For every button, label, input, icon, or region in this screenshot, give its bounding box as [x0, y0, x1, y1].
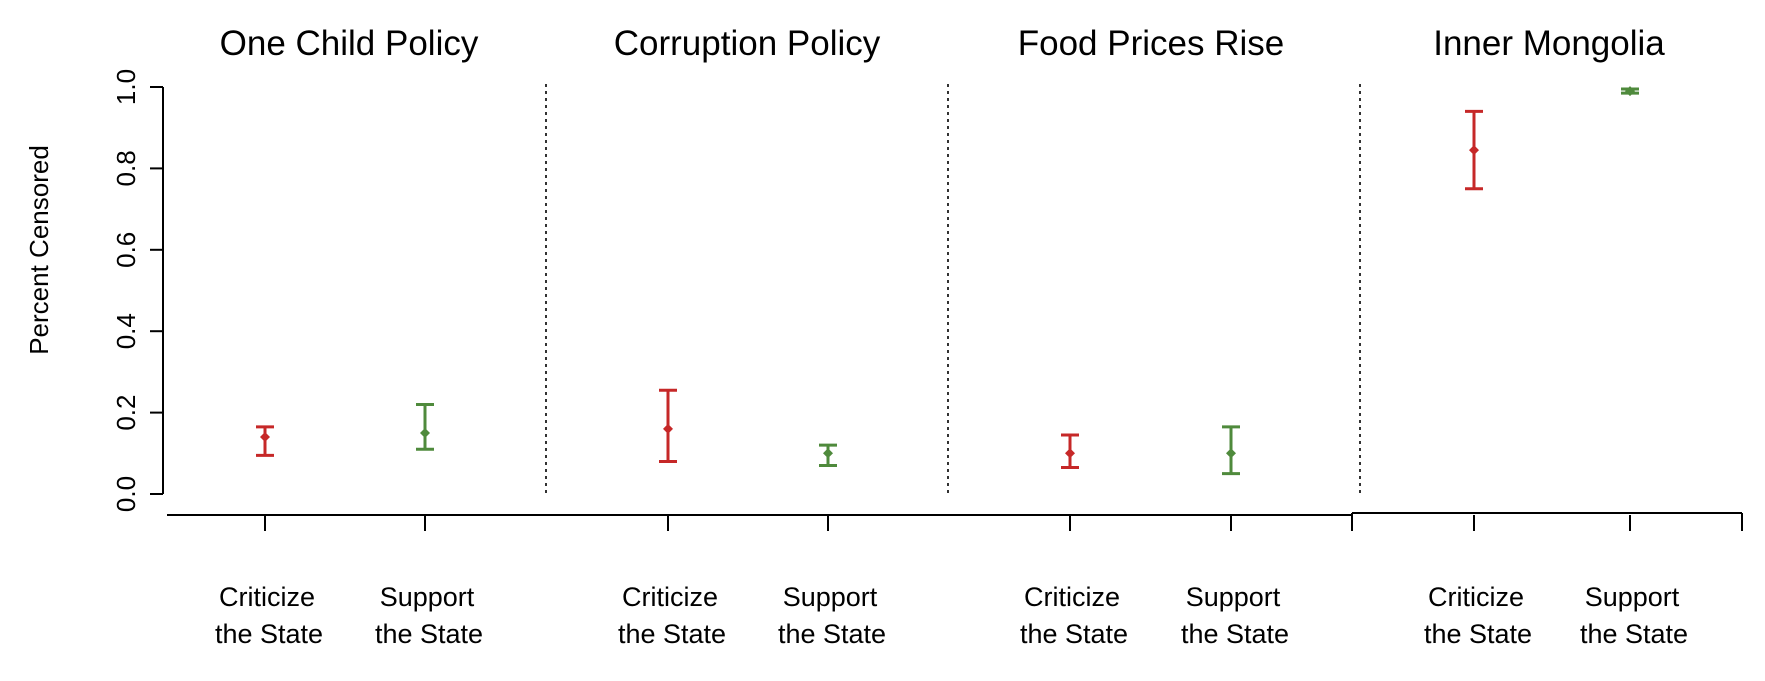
category-label-line1: Criticize	[219, 582, 315, 612]
category-label-line1: Support	[380, 582, 475, 612]
y-tick-label: 0.0	[111, 476, 141, 512]
category-label-line2: the State	[1580, 619, 1688, 649]
support-point	[1226, 448, 1236, 459]
category-label-line1: Criticize	[1428, 582, 1524, 612]
support-point	[1625, 86, 1635, 97]
y-tick-label: 0.6	[111, 232, 141, 268]
category-label-line2: the State	[778, 619, 886, 649]
category-label-line2: the State	[215, 619, 323, 649]
panel-title: Corruption Policy	[614, 24, 881, 63]
support-point	[420, 427, 430, 438]
panel-title: Inner Mongolia	[1433, 24, 1665, 63]
category-label-line1: Criticize	[1024, 582, 1120, 612]
y-tick-label: 0.4	[111, 313, 141, 349]
y-tick-label: 0.2	[111, 395, 141, 431]
panel-title: Food Prices Rise	[1018, 24, 1284, 63]
category-label-line2: the State	[618, 619, 726, 649]
category-label-line2: the State	[1424, 619, 1532, 649]
data-marks	[256, 86, 1639, 476]
category-label-line1: Support	[1186, 582, 1281, 612]
category-labels: Criticize the State Support the State Critic…	[215, 582, 1688, 649]
category-label-line1: Support	[783, 582, 878, 612]
category-label-line2: the State	[375, 619, 483, 649]
y-axis: 0.0 0.2 0.4 0.6 0.8 1.0	[111, 69, 164, 512]
panel-titles: One Child Policy Corruption Policy Food Pr…	[220, 24, 1666, 63]
criticize-point	[260, 432, 270, 443]
panel-title: One Child Policy	[220, 24, 479, 63]
support-point	[823, 448, 833, 459]
criticize-point	[1065, 448, 1075, 459]
criticize-point	[663, 423, 673, 434]
category-label-line1: Criticize	[622, 582, 718, 612]
category-label-line2: the State	[1020, 619, 1128, 649]
panel-separators	[545, 84, 1361, 497]
criticize-point	[1469, 145, 1479, 156]
x-axis	[167, 512, 1743, 531]
y-axis-label: Percent Censored	[24, 145, 54, 355]
category-label-line2: the State	[1181, 619, 1289, 649]
category-label-line1: Support	[1585, 582, 1680, 612]
y-tick-label: 1.0	[111, 69, 141, 105]
y-tick-label: 0.8	[111, 150, 141, 186]
